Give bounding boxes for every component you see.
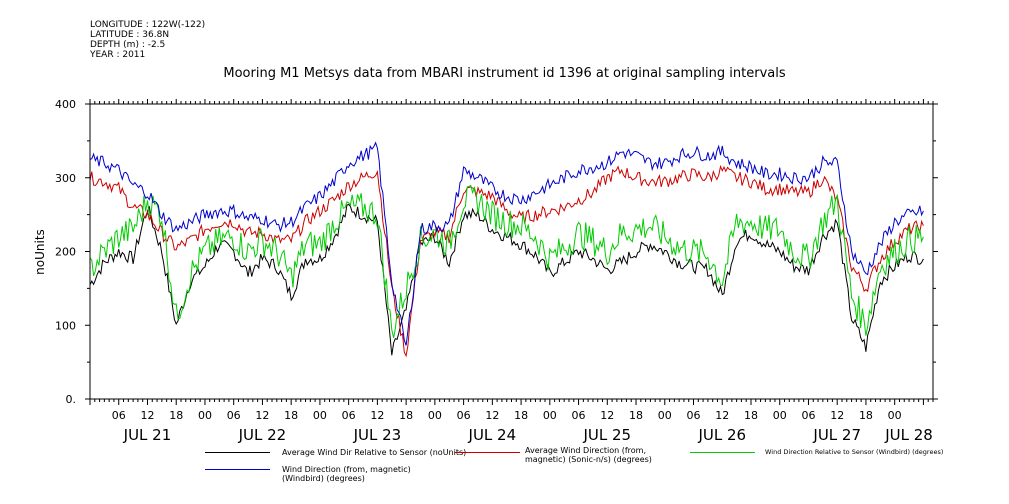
legend-label-avg-wind-direction-sonic: Average Wind Direction (from, magnetic) …	[525, 446, 652, 464]
x-hour-label: 12	[830, 409, 844, 422]
x-hour-label: 00	[543, 409, 557, 422]
x-hour-label: 06	[227, 409, 241, 422]
x-hour-label: 18	[514, 409, 528, 422]
plot-frame	[89, 103, 934, 400]
x-hour-label: 18	[399, 409, 413, 422]
y-tick-label: 0.	[66, 393, 77, 406]
legend-label-wind-dir-relative: Average Wind Dir Relative to Sensor (noU…	[282, 448, 467, 457]
x-hour-label: 12	[600, 409, 614, 422]
chart-title: Mooring M1 Metsys data from MBARI instru…	[223, 66, 786, 81]
latitude-label: LATITUDE : 36.8N	[90, 30, 170, 40]
x-hour-label: 00	[658, 409, 672, 422]
x-day-label: JUL 27	[812, 426, 861, 444]
y-tick-label: 400	[55, 98, 76, 111]
longitude-label: LONGITUDE : 122W(-122)	[90, 20, 206, 30]
x-hour-label: 00	[313, 409, 327, 422]
x-hour-label: 06	[572, 409, 586, 422]
series-layer	[89, 141, 924, 358]
x-hour-label: 06	[801, 409, 815, 422]
legend-label-wind-direction-relative-windbird: Wind Direction Relative to Sensor (Windb…	[765, 448, 944, 456]
y-tick-label: 100	[55, 319, 76, 332]
x-hour-label: 18	[629, 409, 643, 422]
legend-label-wind-direction-windbird: Wind Direction (from, magnetic) (Windbir…	[282, 465, 411, 483]
x-hour-label: 18	[284, 409, 298, 422]
legend-swatch-green	[690, 452, 755, 453]
x-hour-label: 18	[744, 409, 758, 422]
year-label: YEAR : 2011	[90, 50, 146, 60]
series-line-3	[89, 141, 924, 346]
y-tick-label: 300	[55, 172, 76, 185]
x-day-label: JUL 24	[468, 426, 517, 444]
x-hour-label: 12	[140, 409, 154, 422]
axis-layer: 0. 100 200 300 400 06 12 18 00 06 12 18 00 06 12 18 00 06…	[55, 98, 938, 444]
x-day-label: JUL 28	[884, 426, 933, 444]
legend-swatch-blue	[205, 469, 270, 470]
y-axis-label: noUnits	[33, 229, 47, 275]
x-hour-label: 00	[773, 409, 787, 422]
x-hour-label: 00	[428, 409, 442, 422]
x-day-label: JUL 26	[697, 426, 746, 444]
x-hour-label: 12	[370, 409, 384, 422]
depth-label: DEPTH (m) : -2.5	[90, 40, 166, 50]
series-line-0	[89, 203, 924, 356]
x-hour-label: 00	[198, 409, 212, 422]
y-tick-label: 200	[55, 246, 76, 259]
x-hour-label: 06	[342, 409, 356, 422]
x-day-label: JUL 22	[238, 426, 287, 444]
x-hour-label: 06	[457, 409, 471, 422]
legend-swatch-black	[205, 452, 270, 453]
metadata-block: LONGITUDE : 122W(-122) LATITUDE : 36.8N …	[90, 20, 205, 60]
x-hour-label: 18	[859, 409, 873, 422]
x-hour-label: 00	[888, 409, 902, 422]
x-hour-label: 12	[715, 409, 729, 422]
x-hour-label: 18	[169, 409, 183, 422]
x-hour-label: 06	[112, 409, 126, 422]
x-hour-label: 06	[687, 409, 701, 422]
x-hour-label: 12	[485, 409, 499, 422]
x-day-label: JUL 25	[582, 426, 631, 444]
x-hour-label: 12	[255, 409, 269, 422]
series-line-1	[89, 164, 924, 358]
x-day-label: JUL 23	[353, 426, 402, 444]
x-day-label: JUL 21	[123, 426, 172, 444]
series-line-2	[89, 184, 924, 339]
legend-swatch-red	[455, 452, 520, 453]
